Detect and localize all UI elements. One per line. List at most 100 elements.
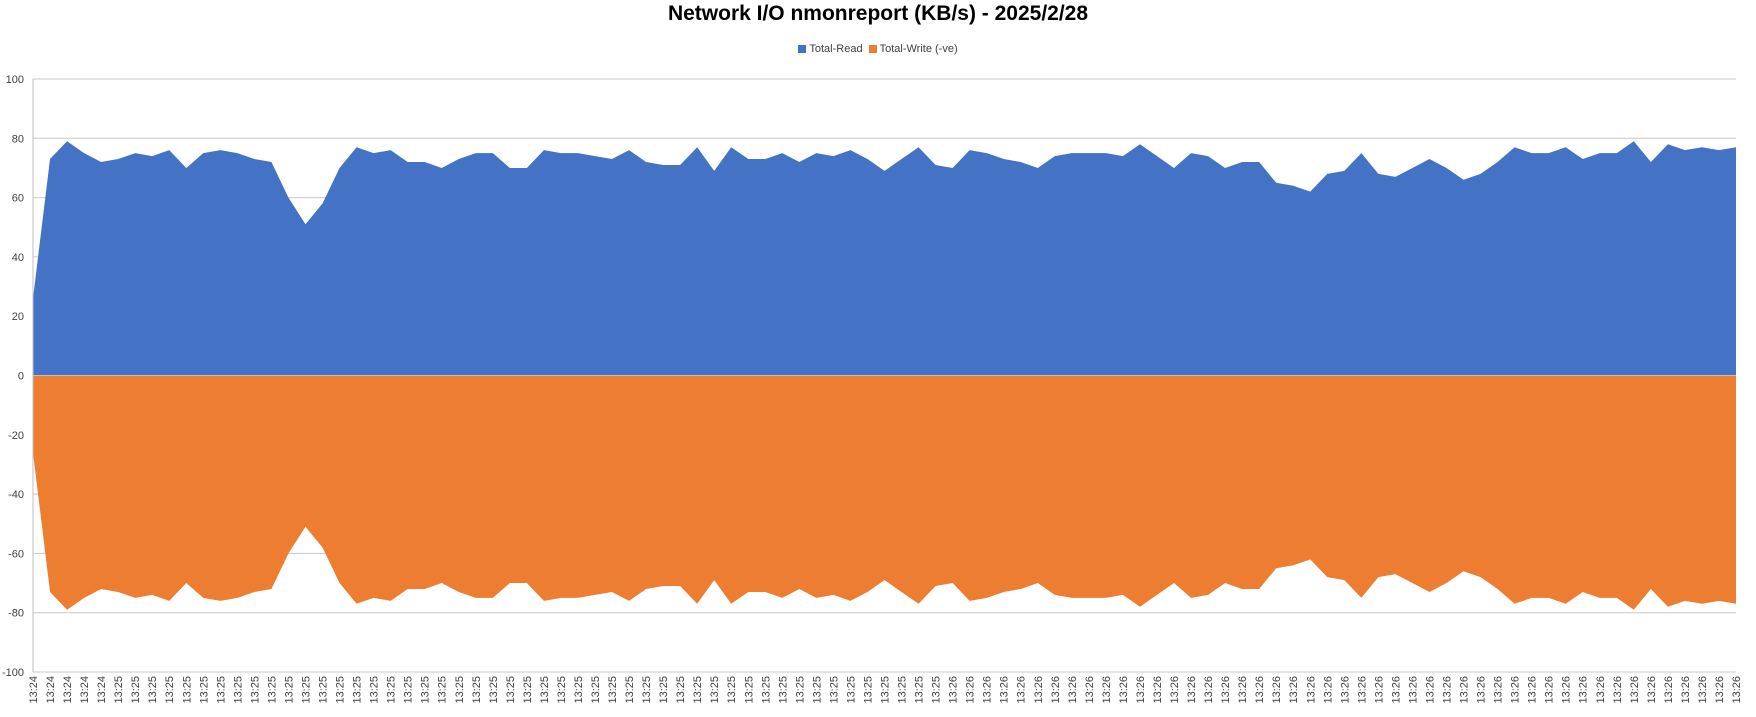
x-tick-label-63: 13:26 — [1101, 676, 1113, 704]
x-tick-label-68: 13:26 — [1186, 676, 1198, 704]
x-tick-label-89: 13:26 — [1544, 676, 1556, 704]
x-tick-label-69: 13:26 — [1203, 676, 1215, 704]
legend: Total-Read Total-Write (-ve) — [0, 43, 1756, 55]
x-tick-label-18: 13:25 — [335, 676, 347, 704]
x-tick-label-100: 13:26 — [1731, 676, 1743, 704]
x-tick-label-27: 13:25 — [488, 676, 500, 704]
x-tick-label-22: 13:25 — [403, 676, 415, 704]
x-tick-label-31: 13:25 — [556, 676, 568, 704]
x-tick-label-74: 13:26 — [1288, 676, 1300, 704]
x-tick-label-23: 13:25 — [420, 676, 432, 704]
x-tick-label-41: 13:25 — [726, 676, 738, 704]
x-tick-label-25: 13:25 — [454, 676, 466, 704]
x-tick-label-37: 13:25 — [658, 676, 670, 704]
y-tick-label-1: 80 — [12, 133, 24, 145]
x-tick-label-33: 13:25 — [590, 676, 602, 704]
x-tick-label-53: 13:25 — [931, 676, 943, 704]
series-area-1 — [33, 375, 1736, 610]
x-tick-label-50: 13:25 — [880, 676, 892, 704]
y-tick-label-6: -20 — [8, 430, 24, 442]
legend-item-read: Total-Read — [798, 43, 863, 55]
x-tick-label-19: 13:25 — [352, 676, 364, 704]
y-tick-label-3: 40 — [12, 252, 24, 264]
x-tick-label-1: 13:24 — [45, 676, 57, 704]
y-tick-label-2: 60 — [12, 193, 24, 205]
x-tick-label-24: 13:25 — [437, 676, 449, 704]
legend-label-write: Total-Write (-ve) — [879, 43, 958, 55]
x-tick-label-3: 13:24 — [79, 676, 91, 704]
x-tick-label-70: 13:26 — [1220, 676, 1232, 704]
legend-swatch-write — [868, 45, 877, 53]
x-tick-label-26: 13:25 — [471, 676, 483, 704]
y-tick-label-9: -80 — [8, 608, 24, 620]
x-tick-label-54: 13:26 — [948, 676, 960, 704]
legend-label-read: Total-Read — [809, 43, 863, 55]
y-tick-label-8: -60 — [8, 548, 24, 560]
x-tick-label-87: 13:26 — [1510, 676, 1522, 704]
x-tick-label-85: 13:26 — [1476, 676, 1488, 704]
x-tick-label-34: 13:25 — [607, 676, 619, 704]
x-tick-label-8: 13:25 — [164, 676, 176, 704]
x-tick-label-39: 13:25 — [692, 676, 704, 704]
x-tick-label-83: 13:26 — [1441, 676, 1453, 704]
x-tick-label-59: 13:26 — [1033, 676, 1045, 704]
x-tick-label-86: 13:26 — [1493, 676, 1505, 704]
x-tick-label-5: 13:25 — [113, 676, 125, 704]
x-tick-label-88: 13:26 — [1527, 676, 1539, 704]
x-tick-label-20: 13:25 — [369, 676, 381, 704]
x-tick-label-95: 13:26 — [1646, 676, 1658, 704]
x-tick-label-42: 13:25 — [743, 676, 755, 704]
x-tick-label-44: 13:25 — [777, 676, 789, 704]
x-tick-label-92: 13:26 — [1595, 676, 1607, 704]
area-layer — [33, 141, 1736, 610]
x-tick-label-48: 13:25 — [845, 676, 857, 704]
x-tick-label-43: 13:25 — [760, 676, 772, 704]
x-tick-label-11: 13:25 — [215, 676, 227, 704]
x-tick-label-64: 13:26 — [1118, 676, 1130, 704]
x-tick-label-7: 13:25 — [147, 676, 159, 704]
x-tick-label-71: 13:26 — [1237, 676, 1249, 704]
x-tick-label-60: 13:26 — [1050, 676, 1062, 704]
x-tick-label-78: 13:26 — [1356, 676, 1368, 704]
x-tick-label-30: 13:25 — [539, 676, 551, 704]
y-tick-label-7: -40 — [8, 489, 24, 501]
y-tick-label-4: 20 — [12, 311, 24, 323]
x-tick-label-29: 13:25 — [522, 676, 534, 704]
x-tick-label-4: 13:24 — [96, 676, 108, 704]
x-tick-label-55: 13:26 — [965, 676, 977, 704]
x-tick-label-6: 13:25 — [130, 676, 142, 704]
x-tick-label-16: 13:25 — [300, 676, 312, 704]
y-tick-label-5: 0 — [18, 371, 24, 383]
x-tick-label-97: 13:26 — [1680, 676, 1692, 704]
y-tick-label-0: 100 — [6, 74, 24, 86]
x-tick-label-62: 13:26 — [1084, 676, 1096, 704]
x-tick-label-58: 13:26 — [1016, 676, 1028, 704]
x-tick-label-9: 13:25 — [181, 676, 193, 704]
x-tick-label-67: 13:26 — [1169, 676, 1181, 704]
x-tick-label-10: 13:25 — [198, 676, 210, 704]
x-tick-label-61: 13:26 — [1067, 676, 1079, 704]
x-tick-label-15: 13:25 — [283, 676, 295, 704]
x-tick-label-56: 13:26 — [982, 676, 994, 704]
chart-title: Network I/O nmonreport (KB/s) - 2025/2/2… — [667, 2, 1089, 25]
x-tick-label-13: 13:25 — [249, 676, 261, 704]
x-tick-label-76: 13:26 — [1322, 676, 1334, 704]
x-tick-label-65: 13:26 — [1135, 676, 1147, 704]
x-tick-label-73: 13:26 — [1271, 676, 1283, 704]
axis-layer — [32, 79, 1736, 672]
x-tick-label-51: 13:25 — [897, 676, 909, 704]
x-tick-label-28: 13:25 — [505, 676, 517, 704]
x-tick-label-32: 13:25 — [573, 676, 585, 704]
x-tick-label-0: 13:24 — [28, 676, 40, 704]
x-tick-label-77: 13:26 — [1339, 676, 1351, 704]
x-tick-label-96: 13:26 — [1663, 676, 1675, 704]
legend-swatch-read — [798, 45, 807, 53]
x-tick-label-91: 13:26 — [1578, 676, 1590, 704]
x-tick-label-46: 13:25 — [811, 676, 823, 704]
x-tick-label-52: 13:25 — [914, 676, 926, 704]
x-tick-label-38: 13:25 — [675, 676, 687, 704]
x-tick-label-35: 13:25 — [624, 676, 636, 704]
x-tick-label-2: 13:24 — [62, 676, 74, 704]
x-tick-label-49: 13:25 — [862, 676, 874, 704]
